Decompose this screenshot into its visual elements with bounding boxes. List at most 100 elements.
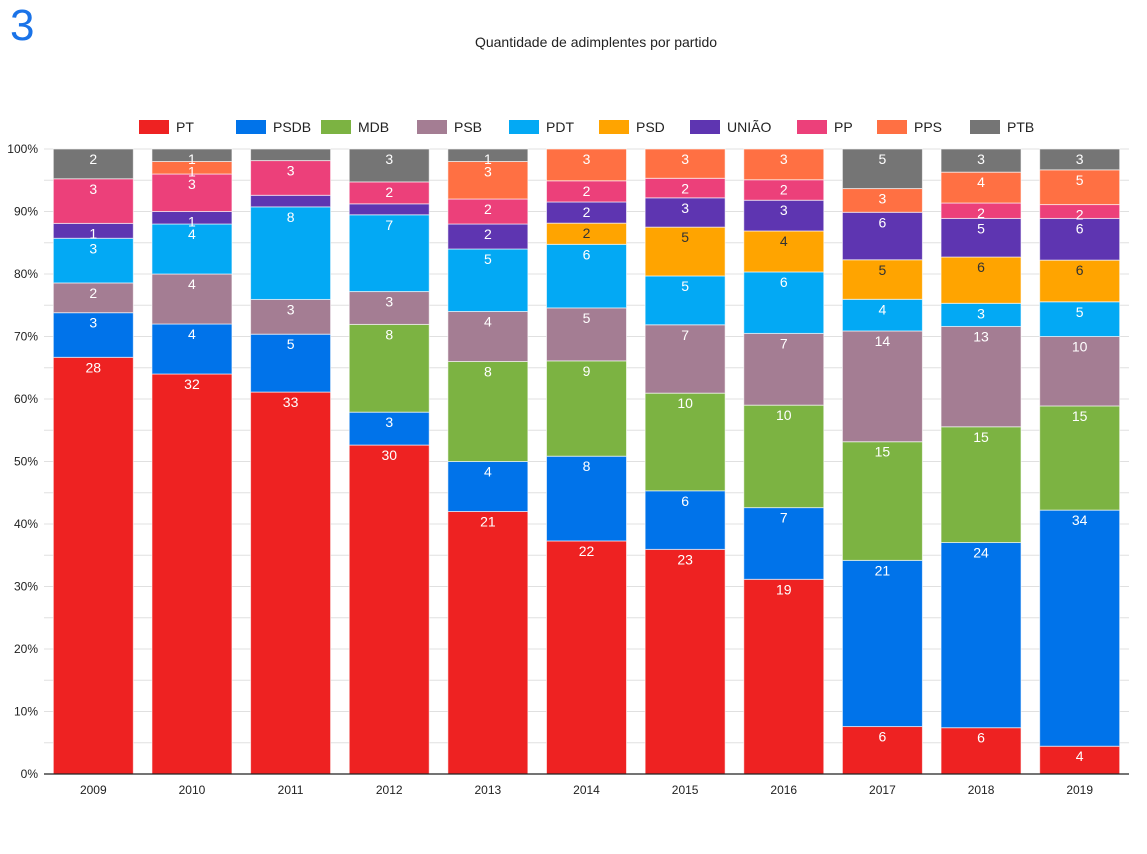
data-label: 10 <box>677 395 693 411</box>
y-tick-label: 100% <box>7 142 38 156</box>
legend-label: MDB <box>358 119 389 135</box>
bar-segment-união <box>1039 217 1121 261</box>
bars: 2832313232444131133538330383723214845223… <box>52 148 1121 775</box>
data-label: 21 <box>875 562 891 578</box>
bar-segment-pt <box>644 548 726 775</box>
data-label: 9 <box>583 363 591 379</box>
data-label: 4 <box>484 314 492 330</box>
legend-label: PT <box>176 119 194 135</box>
legend-item-união[interactable]: UNIÃO <box>690 119 771 135</box>
bar-segment-psb <box>151 273 233 325</box>
bar-segment-psb <box>348 291 430 325</box>
y-axis: 0% 10% 20% 30% 40% 50% 60% 70% 80% 90% 100% <box>7 142 38 781</box>
bar-segment-psb <box>447 311 529 362</box>
legend-item-ptb[interactable]: PTB <box>970 119 1034 135</box>
bar-stack-2016: 19 7 10 7 6 4 3 2 3 <box>743 148 825 775</box>
bar-segment-pdt <box>52 237 134 284</box>
legend-item-psb[interactable]: PSB <box>417 119 482 135</box>
legend-swatch <box>599 120 629 134</box>
x-tick-label: 2014 <box>573 783 600 797</box>
data-label: 5 <box>879 151 887 167</box>
data-label: 3 <box>385 151 393 167</box>
data-label: 5 <box>681 229 689 245</box>
legend-swatch <box>321 120 351 134</box>
data-label: 3 <box>1076 151 1084 167</box>
data-label: 15 <box>973 429 989 445</box>
data-label: 3 <box>977 305 985 321</box>
bar-segment-psb <box>52 282 134 314</box>
bar-segment-psdb <box>743 507 825 580</box>
bar-segment-ptb <box>151 148 233 162</box>
bar-segment-psdb <box>151 323 233 375</box>
page-number: 3 <box>10 1 35 50</box>
data-label: 8 <box>484 364 492 380</box>
data-label: 7 <box>780 510 788 526</box>
bar-segment-mdb <box>348 323 430 413</box>
data-label: 6 <box>780 274 788 290</box>
legend-item-pps[interactable]: PPS <box>877 119 942 135</box>
data-label: 2 <box>484 201 492 217</box>
data-label: 1 <box>188 214 196 230</box>
bar-segment-psdb <box>940 542 1022 729</box>
data-label: 3 <box>287 301 295 317</box>
bar-segment-união <box>743 199 825 232</box>
data-label: 6 <box>977 259 985 275</box>
data-label: 8 <box>583 458 591 474</box>
bar-stack-2013: 21 4 8 4 5 2 2 31 <box>447 148 529 775</box>
bar-segment-ptb <box>1039 148 1121 171</box>
x-tick-label: 2009 <box>80 783 107 797</box>
y-tick-label: 0% <box>21 767 39 781</box>
data-label: 7 <box>385 217 393 233</box>
data-label: 14 <box>875 333 891 349</box>
data-label: 19 <box>776 581 792 597</box>
data-label: 4 <box>879 301 887 317</box>
bar-segment-psdb <box>52 312 134 358</box>
data-label: 4 <box>484 464 492 480</box>
bar-segment-pt <box>546 540 627 775</box>
legend-item-pt[interactable]: PT <box>139 119 194 135</box>
legend-item-pdt[interactable]: PDT <box>509 119 574 135</box>
x-tick-label: 2018 <box>968 783 995 797</box>
legend-item-pp[interactable]: PP <box>797 119 853 135</box>
data-label: 2 <box>1076 207 1084 223</box>
data-label: 21 <box>480 514 496 530</box>
y-tick-label: 40% <box>14 517 38 531</box>
data-label: 3 <box>780 202 788 218</box>
x-axis: 2009 2010 2011 2012 2013 2014 2015 2016 2017 2018… <box>44 773 1129 797</box>
data-label: 7 <box>780 335 788 351</box>
data-label: 6 <box>1076 262 1084 278</box>
data-label: 23 <box>677 551 693 567</box>
data-label: 5 <box>287 336 295 352</box>
data-label: 8 <box>287 209 295 225</box>
bar-segment-pps <box>644 148 726 179</box>
bar-segment-pt <box>940 727 1022 775</box>
y-tick-label: 20% <box>14 642 38 656</box>
data-label: 10 <box>776 407 792 423</box>
legend-item-psdb[interactable]: PSDB <box>236 119 311 135</box>
data-label: 4 <box>1076 748 1084 764</box>
chart-title: Quantidade de adimplentes por partido <box>475 34 717 50</box>
x-tick-label: 2010 <box>179 783 206 797</box>
legend-item-mdb[interactable]: MDB <box>321 119 389 135</box>
legend-label: PSDB <box>273 119 311 135</box>
y-tick-label: 60% <box>14 392 38 406</box>
data-label: 5 <box>1076 304 1084 320</box>
legend: PT PSDB MDB PSB PDT PSD UNIÃO PP PPS PTB <box>139 119 1034 135</box>
data-label: 6 <box>681 493 689 509</box>
data-label: 32 <box>184 376 200 392</box>
y-tick-label: 80% <box>14 267 38 281</box>
data-label: 5 <box>583 310 591 326</box>
bar-segment-psd <box>841 259 923 300</box>
data-label: 4 <box>780 233 788 249</box>
bar-segment-psb <box>1039 336 1121 407</box>
legend-swatch <box>797 120 827 134</box>
bar-segment-psdb <box>644 490 726 550</box>
legend-label: PTB <box>1007 119 1034 135</box>
legend-item-psd[interactable]: PSD <box>599 119 665 135</box>
bar-segment-união <box>447 223 529 250</box>
bar-segment-pp <box>52 178 134 224</box>
